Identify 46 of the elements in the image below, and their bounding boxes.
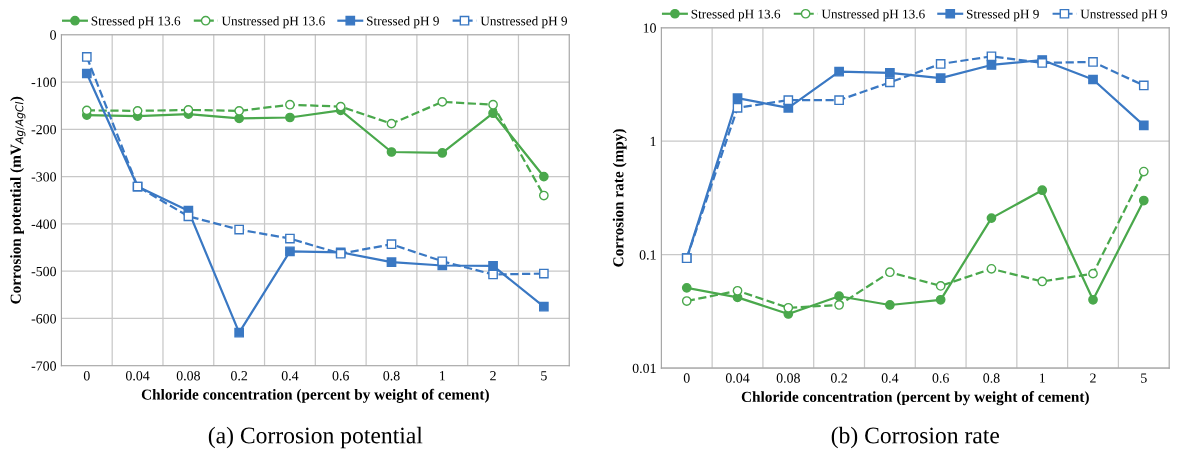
legend-label: Stressed pH 13.6 bbox=[691, 9, 781, 22]
x-axis-title: Chloride concentration (percent by weight of cement) bbox=[141, 388, 489, 403]
y-tick-label: 0.01 bbox=[632, 363, 656, 374]
x-tick-label: 2 bbox=[1090, 373, 1096, 383]
x-tick-label: 0.8 bbox=[383, 371, 400, 381]
y-tick-label: -300 bbox=[31, 172, 57, 182]
x-tick-label: 1 bbox=[1039, 373, 1045, 383]
x-tick-label: 0.08 bbox=[776, 373, 800, 383]
text: (a) Corrosion potential bbox=[208, 426, 423, 449]
y-tick-label: -600 bbox=[31, 314, 57, 324]
y-tick-label: 0.1 bbox=[639, 250, 656, 260]
x-tick-label: 0.6 bbox=[332, 371, 349, 381]
x-tick-label: 1 bbox=[440, 371, 445, 381]
y-tick-label: 0 bbox=[50, 30, 57, 40]
y-tick-label: -500 bbox=[31, 266, 57, 277]
y-axis-title: Corrosion potential (mV$_{Ag/AgCl}$) bbox=[10, 96, 26, 304]
y-tick-label: 10 bbox=[643, 23, 656, 33]
y-axis-title: Corrosion rate (mpy) bbox=[612, 129, 627, 267]
y-tick-label: 1 bbox=[650, 136, 656, 147]
legend-label: Stressed pH 9 bbox=[966, 9, 1039, 22]
x-tick-label: 0.6 bbox=[932, 373, 949, 383]
x-tick-label: 0.04 bbox=[725, 373, 750, 383]
x-tick-label: 0.4 bbox=[281, 371, 299, 381]
y-tick-label: -100 bbox=[31, 77, 57, 87]
x-tick-label: 0.2 bbox=[830, 373, 848, 383]
legend-label: Unstressed pH 9 bbox=[1080, 9, 1167, 22]
x-axis-title: Chloride concentration (percent by weight of cement) bbox=[741, 391, 1089, 406]
x-tick-label: 0 bbox=[683, 373, 690, 383]
text: (b) Corrosion rate bbox=[831, 426, 1000, 449]
x-tick-label: 5 bbox=[1141, 373, 1147, 383]
x-tick-label: 0 bbox=[83, 371, 90, 381]
legend-label: Stressed pH 9 bbox=[367, 16, 439, 29]
x-tick-label: 0.04 bbox=[125, 371, 150, 381]
legend-label: Unstressed pH 13.6 bbox=[821, 9, 925, 22]
legend-label: Stressed pH 13.6 bbox=[91, 16, 181, 29]
x-tick-label: 0.8 bbox=[983, 373, 1000, 383]
legend-label: Unstressed pH 13.6 bbox=[221, 16, 325, 29]
x-tick-label: 0.2 bbox=[231, 371, 248, 381]
y-tick-label: -700 bbox=[31, 361, 57, 371]
x-tick-label: 5 bbox=[541, 371, 547, 381]
x-tick-label: 0.4 bbox=[881, 373, 899, 383]
legend-label: Unstressed pH 9 bbox=[480, 16, 568, 29]
x-tick-label: 2 bbox=[490, 371, 496, 381]
y-tick-label: -400 bbox=[31, 219, 57, 229]
x-tick-label: 0.08 bbox=[176, 371, 200, 381]
y-tick-label: -200 bbox=[31, 124, 57, 135]
